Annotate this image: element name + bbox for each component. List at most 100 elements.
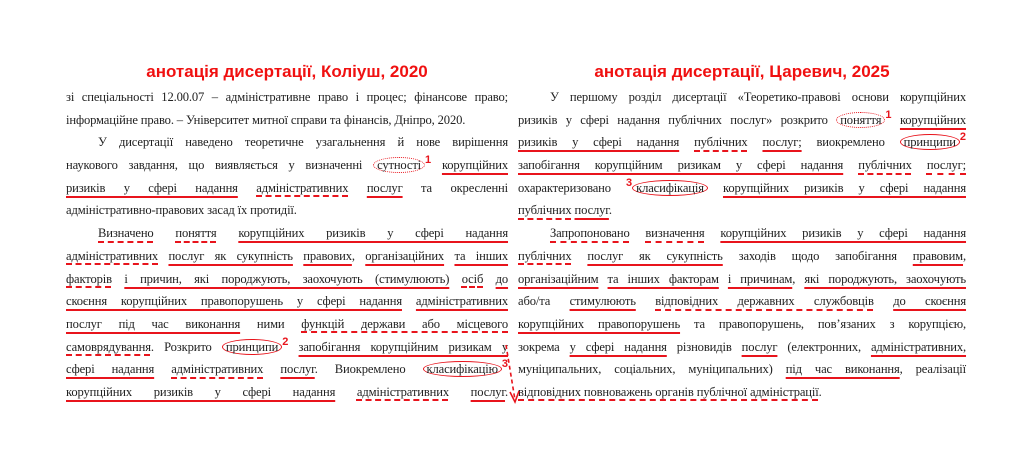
circled-term: принципи — [899, 134, 960, 151]
segment-text: послуг — [280, 362, 315, 377]
segment-text: які породжують, заохочують — [804, 271, 967, 286]
marker-number: 2 — [959, 131, 967, 144]
segment-text: Визначено — [98, 226, 154, 241]
plain-text: адміністративно-правових засад їх протид… — [66, 203, 297, 217]
segment-text: (електронних, — [777, 339, 871, 354]
solid-underlined-phrase: організаційних — [365, 249, 444, 263]
plain-text: . — [505, 385, 508, 399]
solid-underlined-phrase: ризиків у сфері надання — [66, 181, 238, 195]
segment-text: публічних — [694, 135, 748, 150]
solid-underlined-phrase: скоєння корупційних правопорушень у сфер… — [66, 294, 402, 308]
solid-underlined-phrase: правових — [303, 249, 352, 263]
solid-underlined-phrase: корупційних ризиків у сфері надання — [720, 226, 966, 240]
plain-text: або/та — [518, 294, 570, 308]
segment-text: класифікацію — [426, 362, 499, 377]
segment-text — [402, 294, 416, 308]
segment-text: адміністративних — [256, 180, 349, 195]
plain-text: зокрема — [518, 340, 570, 354]
segment-text: муніципальних, соціальних, муніципальних… — [518, 362, 786, 377]
plain-text — [572, 249, 588, 263]
plain-text — [402, 294, 416, 308]
solid-underlined-phrase: адміністративних, — [871, 340, 966, 354]
text-line: послуг під час виконання ними функцій де… — [66, 313, 508, 336]
plain-text: ними — [240, 317, 301, 331]
text-line: У дисертації наведено теоретичне узагаль… — [66, 131, 508, 154]
plain-text: (електронних, — [777, 340, 871, 354]
segment-text: ризиків у сфері надання — [66, 180, 238, 195]
segment-text: зі спеціальності 12.00.07 – адміністрати… — [66, 90, 508, 104]
segment-text: організаційним — [518, 271, 599, 286]
segment-text: принципи — [903, 135, 956, 150]
dashed-underlined-phrase: поняття — [175, 226, 216, 240]
segment-text: . — [818, 384, 822, 399]
segment-text — [217, 226, 239, 240]
plain-text — [705, 226, 721, 240]
solid-underlined-phrase: запобігання корупційним ризикам у сфері … — [518, 158, 843, 172]
segment-text: інформаційне право. – Університет митної… — [66, 112, 466, 127]
segment-text — [874, 294, 893, 308]
plain-text — [348, 181, 366, 195]
segment-text: адміністративних — [171, 362, 264, 377]
segment-text: . — [505, 384, 509, 399]
segment-text: принципи — [225, 339, 279, 354]
plain-text: У першому розділ дисертації «Теоретико-п… — [550, 90, 966, 104]
segment-text — [154, 226, 176, 240]
text-line: скоєння корупційних правопорушень у сфер… — [66, 290, 508, 313]
plain-text — [748, 135, 763, 149]
dashed-underlined-phrase: Запропоновано — [550, 226, 630, 240]
right-title: анотація дисертації, Царевич, 2025 — [594, 62, 890, 81]
segment-text: класифікація — [636, 180, 704, 195]
segment-text: організаційних — [365, 248, 445, 263]
plain-text — [217, 226, 239, 240]
segment-text — [748, 135, 763, 149]
segment-text: публічних — [518, 248, 572, 263]
segment-text: ризиків у сфері надання — [518, 135, 680, 150]
segment-text: запобігання корупційним ризикам у сфері … — [518, 158, 844, 173]
segment-text — [719, 272, 728, 286]
segment-text: ними — [240, 316, 302, 331]
text-line: корупційних ризиків у сфері надання адмі… — [66, 381, 508, 404]
circled-term: класифікація — [632, 179, 708, 196]
segment-text: або/та — [518, 294, 570, 309]
segment-text: , реалізації — [899, 362, 966, 377]
text-line: Запропоновано визначення корупційних риз… — [518, 222, 966, 245]
plain-text — [335, 385, 357, 399]
solid-underlined-phrase: стимулюють — [570, 294, 636, 308]
solid-underlined-phrase: і причинам — [728, 272, 793, 286]
text-line: охарактеризовано 3 класифікація корупційн… — [518, 177, 966, 200]
segment-text: , — [351, 248, 366, 263]
segment-text — [708, 181, 723, 195]
segment-text — [636, 294, 655, 308]
segment-text: У дисертації наведено теоретичне узагаль… — [98, 135, 508, 150]
dashed-underlined-phrase: публічних — [518, 249, 572, 263]
segment-text — [630, 226, 646, 240]
segment-text: Запропоновано — [550, 226, 630, 241]
circled-term: принципи — [221, 338, 283, 355]
segment-text: послуг під час виконання — [66, 316, 241, 331]
segment-text: факторів — [66, 271, 112, 286]
segment-text: послуг — [741, 339, 778, 354]
plain-text — [431, 158, 442, 172]
plain-text — [708, 181, 723, 195]
segment-text: скоєння корупційних правопорушень у сфер… — [66, 294, 402, 309]
segment-text — [598, 272, 607, 286]
segment-text — [431, 158, 442, 172]
text-line: У першому розділ дисертації «Теоретико-п… — [518, 86, 966, 109]
text-line: ризиків у сфері надання адміністративних… — [66, 177, 508, 200]
segment-text — [288, 340, 298, 354]
solid-underlined-phrase: які породжують, заохочують — [804, 272, 966, 286]
dashed-underlined-phrase: адміністративних — [357, 385, 449, 399]
segment-text: у сфері надання — [569, 339, 667, 354]
plain-text: муніципальних, соціальних, муніципальних… — [518, 362, 786, 376]
plain-text: ризиків у сфері надання публічних послуг… — [518, 113, 836, 127]
segment-text: відповідних повноважень органів публічно… — [518, 384, 819, 399]
solid-underlined-phrase: корупційних — [442, 158, 508, 172]
text-line: сфері надання адміністративних послуг. В… — [66, 358, 508, 381]
plain-text — [112, 272, 124, 286]
solid-underlined-phrase: та інших — [454, 249, 508, 263]
text-line: інформаційне право. – Університет митної… — [66, 109, 508, 132]
segment-text — [444, 249, 454, 263]
solid-underlined-phrase: організаційним — [518, 271, 599, 286]
solid-underlined-phrase: та інших факторам — [608, 272, 719, 286]
segment-text — [892, 113, 900, 127]
